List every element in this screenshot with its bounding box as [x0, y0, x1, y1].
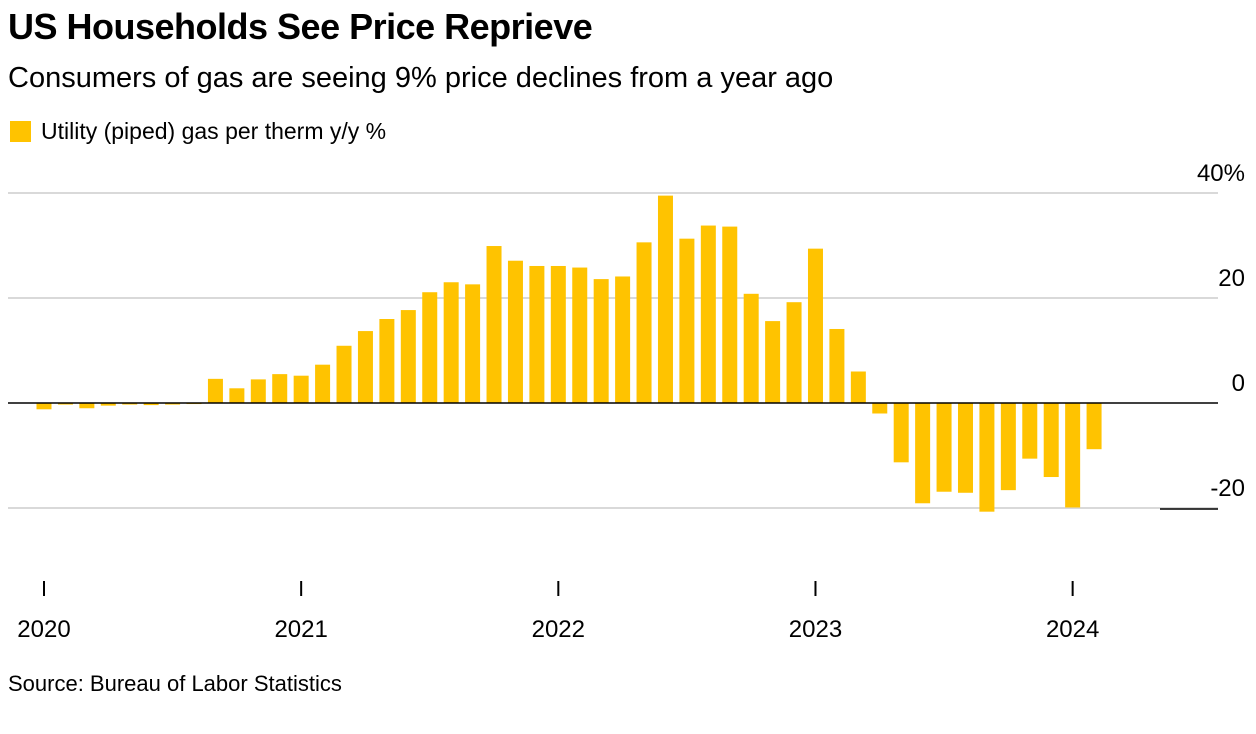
bar	[850, 371, 866, 403]
bar	[122, 403, 138, 405]
bar	[957, 403, 973, 493]
bar	[36, 403, 52, 410]
bar	[293, 375, 309, 403]
x-tick-label: 2022	[532, 616, 585, 643]
bar	[465, 284, 481, 403]
bar	[550, 265, 566, 403]
bar	[100, 403, 116, 406]
bar	[1022, 403, 1038, 459]
bar	[765, 321, 781, 403]
bar	[165, 403, 181, 405]
bar	[486, 246, 502, 403]
chart-title: US Households See Price Reprieve	[8, 6, 593, 47]
source-note: Source: Bureau of Labor Statistics	[8, 671, 342, 696]
bar	[336, 345, 352, 403]
axis-layer: 40% 20 0 -20 2020 2021 2022 2023 2024	[8, 160, 1245, 643]
bar	[1086, 403, 1102, 450]
bar	[1065, 403, 1081, 508]
bar	[786, 302, 802, 403]
bar	[829, 328, 845, 403]
bar	[572, 267, 588, 403]
bar	[700, 225, 716, 403]
bar	[657, 195, 673, 404]
bar	[229, 388, 245, 403]
bar	[807, 248, 823, 403]
legend: Utility (piped) gas per therm y/y %	[10, 118, 386, 145]
bar	[915, 403, 931, 504]
bar	[872, 403, 888, 414]
bar	[272, 374, 288, 404]
bar	[636, 242, 652, 403]
chart-subtitle: Consumers of gas are seeing 9% price dec…	[8, 62, 834, 94]
bar	[250, 379, 266, 404]
bar	[679, 238, 695, 403]
bar	[743, 293, 759, 403]
bar	[979, 403, 995, 512]
x-tick-label: 2020	[17, 616, 70, 643]
bar	[722, 226, 738, 403]
bar	[57, 403, 73, 405]
bar	[593, 279, 609, 403]
bar	[422, 292, 438, 403]
y-tick-label: 0	[1232, 370, 1245, 397]
bar	[893, 403, 909, 463]
bar	[79, 403, 95, 409]
bar	[507, 260, 523, 403]
legend-label: Utility (piped) gas per therm y/y %	[41, 118, 387, 144]
grid-layer	[8, 192, 1218, 509]
bar	[207, 378, 223, 403]
bar	[443, 282, 459, 403]
bar	[1000, 403, 1016, 491]
bar	[936, 403, 952, 492]
y-tick-label: 40%	[1197, 160, 1245, 187]
bar	[143, 403, 159, 406]
x-tick-label: 2024	[1046, 616, 1099, 643]
bar	[615, 276, 631, 403]
bar-layer	[36, 195, 1102, 512]
bar	[1043, 403, 1059, 478]
y-tick-label: -20	[1210, 475, 1245, 502]
bar	[400, 310, 416, 403]
bar	[315, 364, 331, 403]
bar	[357, 331, 373, 403]
x-tick-label: 2023	[789, 616, 842, 643]
y-tick-label: 20	[1218, 265, 1245, 292]
x-tick-label: 2021	[274, 616, 327, 643]
bar	[529, 265, 545, 403]
legend-swatch	[10, 121, 31, 142]
bar	[379, 319, 395, 403]
